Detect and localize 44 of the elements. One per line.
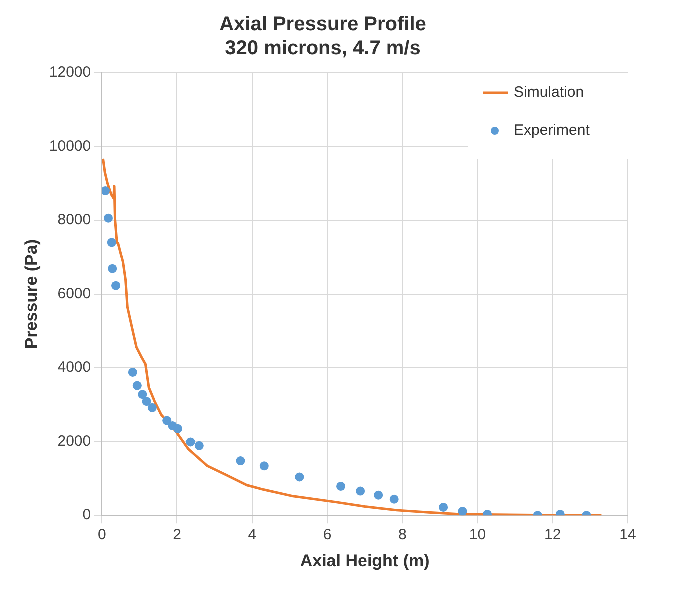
y-tick-label: 2000 [58,432,92,450]
x-tick-label: 12 [544,526,562,544]
y-tick-label: 8000 [58,212,92,229]
point [236,456,246,466]
point [148,403,157,412]
x-tick-label: 14 [620,526,636,544]
point [104,214,113,223]
x-tick-label: 4 [248,526,257,544]
x-axis-title: Axial Height (m) [300,551,430,570]
point [102,186,110,196]
point [132,381,142,390]
x-tick-label: 8 [398,526,407,544]
point [112,281,121,290]
x-tick-label: 2 [173,526,182,544]
x-tick-label: 10 [469,526,486,544]
y-tick-label: 10000 [49,138,92,155]
point [108,264,118,274]
x-tick-label: 6 [323,526,332,544]
x-tick-label: 0 [98,526,106,544]
point [458,507,468,516]
y-axis-title: Pressure (Pa) [22,239,41,350]
point [186,438,196,447]
point [295,472,304,482]
point [260,462,269,471]
point [128,368,138,377]
point [374,490,384,500]
point [390,494,399,504]
text: Axial Pressure Profile [220,14,426,36]
point [162,416,172,426]
point [194,441,204,450]
point [439,502,448,512]
point [138,390,148,400]
text: 320 microns, 4.7 m/s [225,38,421,60]
point [356,486,366,496]
y-tick-label: 6000 [58,285,92,302]
point [173,424,182,434]
point [142,397,152,406]
y-tick-label: 0 [82,506,92,524]
y-tick-label: 4000 [58,359,92,376]
y-tick-label: 12000 [49,64,92,82]
point [336,482,346,491]
legend-label: Simulation [514,84,584,102]
legend-label: Experiment [514,122,591,140]
point [107,238,116,248]
